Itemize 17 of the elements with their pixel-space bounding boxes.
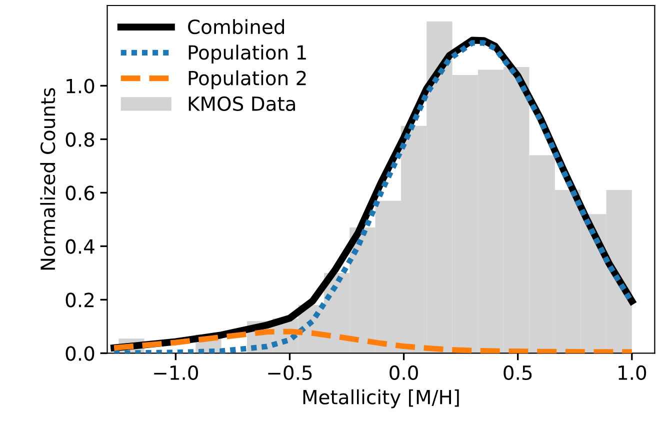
legend-label: Combined: [188, 19, 284, 34]
x-tick-label: 1.0: [618, 365, 646, 380]
x-tick-label: 0.0: [390, 365, 418, 380]
y-tick-label: 0.8: [66, 132, 94, 147]
x-axis-title: Metallicity [M/H]: [303, 389, 459, 408]
y-tick-label: 0.6: [66, 186, 94, 200]
x-tick-label: −1.0: [154, 365, 198, 380]
x-tick-label: −0.5: [268, 365, 312, 380]
y-tick-label: 0.2: [66, 292, 94, 308]
y-tick-label: 0.4: [66, 239, 94, 254]
legend-label: KMOS Data: [188, 96, 295, 112]
legend-label: Population 1: [188, 44, 306, 64]
legend-label: Population 2: [188, 70, 306, 90]
y-axis-title: Normalized Counts: [40, 88, 56, 270]
y-tick-label: 1.0: [66, 78, 94, 94]
y-tick-label: 0.0: [66, 346, 94, 361]
x-tick-label: 0.5: [504, 365, 532, 380]
